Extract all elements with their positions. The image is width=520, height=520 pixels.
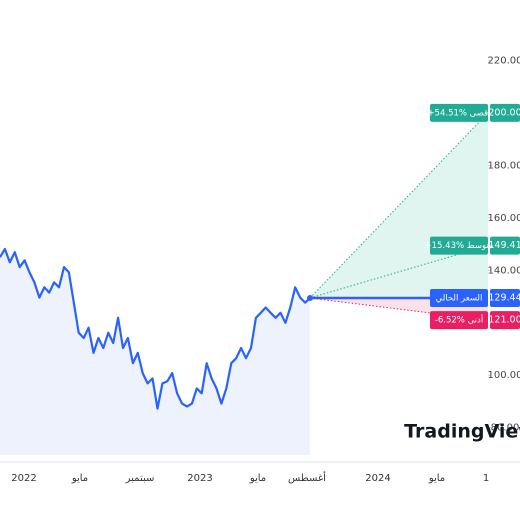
x-tick-label: مايو <box>249 473 266 484</box>
target-label: السعر الحالي <box>436 293 483 303</box>
x-tick-label: 2023 <box>187 473 212 484</box>
price-tag-label: 121.00 <box>488 315 520 326</box>
price-tag <box>490 103 520 122</box>
price-tag <box>490 311 520 330</box>
price-tag-label: 129.44 <box>488 292 520 303</box>
x-tick-label: أغسطس <box>288 471 326 484</box>
target-label: -6.52% أدنى <box>435 314 483 326</box>
target-badge <box>430 103 488 122</box>
y-tick-label: 180.00 <box>488 160 520 171</box>
last-point <box>307 294 313 301</box>
y-tick-label: 100.00 <box>488 370 520 381</box>
price-tag-label: 149.41 <box>488 240 520 251</box>
price-tag <box>490 288 520 307</box>
x-tick-label: 1 <box>483 473 489 484</box>
price-tag <box>490 236 520 255</box>
price-area <box>0 249 310 455</box>
price-tag-label: 200.00 <box>488 107 520 118</box>
target-label: +15.43% متوسط <box>425 241 494 251</box>
target-line <box>309 112 489 299</box>
plot: 80.00 100.00 140.00 160.00 180.00 220.00 200.0… <box>0 55 520 484</box>
target-badge <box>430 236 488 255</box>
brand-logo: TradingView <box>404 421 520 443</box>
y-tick-label: 160.00 <box>488 213 520 224</box>
target-badge <box>430 311 488 330</box>
x-tick-label: مايو <box>428 473 445 484</box>
y-tick-label: 80.00 <box>491 423 520 434</box>
x-tick-label: 2024 <box>365 473 390 484</box>
y-tick-label: 220.00 <box>488 55 520 66</box>
x-tick-label: سبتمبر <box>125 473 155 484</box>
x-tick-label: 2022 <box>11 473 36 484</box>
y-tick-label: 140.00 <box>488 265 520 276</box>
target-label: +54.51% أقصى <box>427 106 490 118</box>
x-tick-label: مايو <box>71 473 88 484</box>
target-badge <box>430 288 488 307</box>
price-line <box>0 247 311 410</box>
